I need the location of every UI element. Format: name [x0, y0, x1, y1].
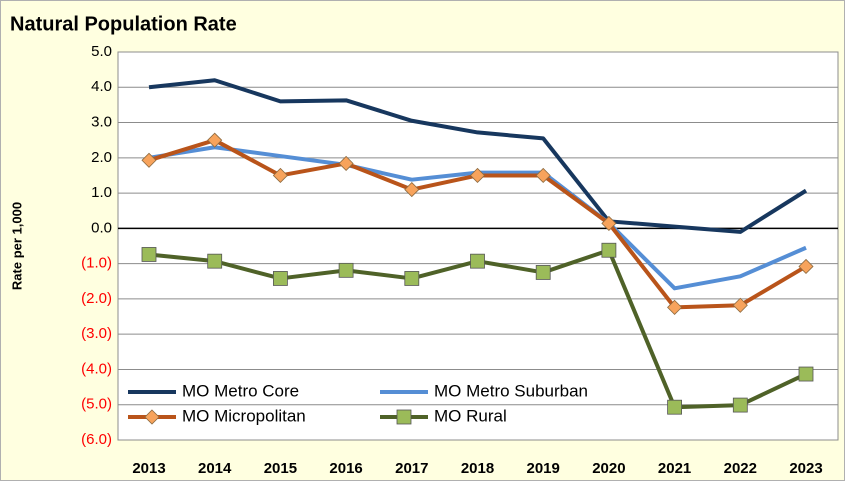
point-marker — [404, 181, 420, 198]
y-tick-label: 0.0 — [91, 219, 112, 236]
x-tick-label: 2013 — [132, 460, 165, 477]
point-marker — [404, 271, 420, 286]
legend-marker — [396, 409, 412, 425]
point-marker — [207, 132, 223, 148]
point-marker — [272, 271, 288, 286]
legend-label: MO Rural — [434, 406, 507, 425]
point-marker — [141, 247, 157, 262]
point-marker — [469, 167, 486, 184]
y-axis-label: Rate per 1,000 — [9, 202, 24, 290]
point-marker — [272, 167, 288, 184]
y-tick-label: 2.0 — [91, 149, 112, 166]
point-marker — [535, 167, 551, 184]
point-marker — [141, 152, 157, 168]
legend-label: MO Metro Core — [182, 381, 299, 400]
point-marker — [732, 297, 748, 313]
point-marker — [207, 253, 223, 269]
legend-label: MO Metro Suburban — [434, 381, 588, 400]
y-tick-label: 3.0 — [91, 114, 112, 131]
point-marker — [667, 399, 682, 415]
y-tick-label: (5.0) — [81, 396, 112, 413]
x-tick-label: 2017 — [395, 460, 428, 477]
point-marker — [601, 215, 617, 231]
y-tick-label: 4.0 — [91, 78, 112, 95]
point-marker — [667, 299, 683, 315]
plot-area — [117, 51, 839, 441]
y-tick-label: (4.0) — [81, 360, 112, 377]
x-tick-label: 2014 — [198, 460, 232, 477]
x-tick-label: 2019 — [527, 460, 560, 477]
x-tick-label: 2015 — [264, 460, 297, 477]
point-marker — [535, 265, 551, 280]
point-marker — [338, 262, 354, 278]
point-marker — [470, 253, 485, 269]
point-marker — [601, 242, 617, 258]
x-tick-label: 2016 — [329, 460, 362, 477]
y-tick-label: (1.0) — [81, 255, 112, 272]
x-tick-label: 2022 — [724, 460, 757, 477]
legend-marker — [144, 409, 160, 425]
point-marker — [338, 155, 354, 172]
x-tick-label: 2023 — [789, 460, 822, 477]
point-marker — [732, 397, 748, 413]
x-tick-label: 2018 — [461, 460, 494, 477]
point-marker — [798, 258, 814, 275]
y-tick-label: 5.0 — [91, 43, 112, 60]
point-marker — [798, 366, 814, 382]
y-tick-label: 1.0 — [91, 184, 112, 201]
chart-title: Natural Population Rate — [10, 13, 237, 35]
series-line — [148, 78, 808, 234]
legend-label: MO Micropolitan — [182, 406, 306, 425]
x-tick-label: 2021 — [658, 460, 691, 477]
y-tick-label: (3.0) — [81, 325, 112, 342]
y-tick-label: (6.0) — [81, 431, 112, 448]
x-tick-label: 2020 — [592, 460, 625, 477]
y-tick-label: (2.0) — [81, 290, 112, 307]
